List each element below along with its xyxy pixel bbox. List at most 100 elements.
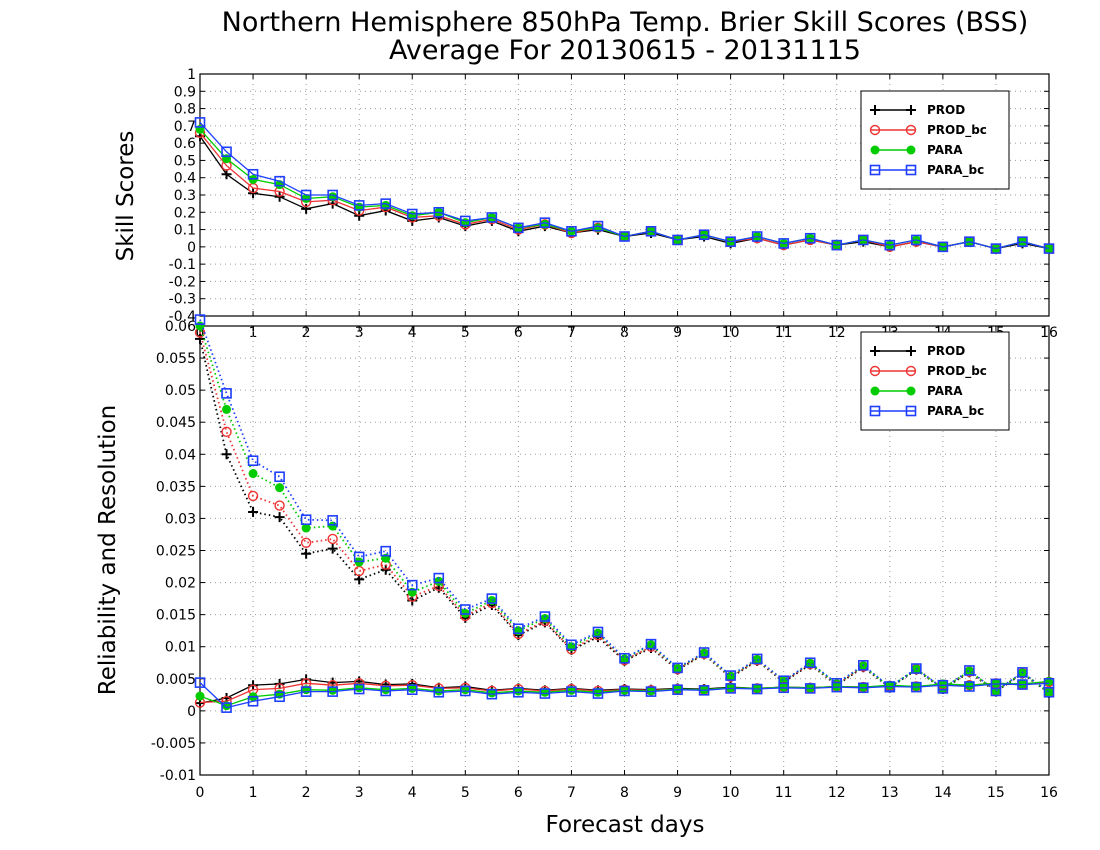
data-point: [1043, 243, 1055, 254]
data-point: [751, 653, 763, 665]
y-tick-label: 0.3: [174, 188, 196, 204]
data-point: [381, 685, 391, 695]
data-point: [354, 683, 364, 693]
data-point: [672, 234, 683, 246]
data-point: [1017, 679, 1028, 690]
data-point: [222, 404, 232, 414]
data-point: [434, 686, 444, 696]
data-point: [1017, 236, 1028, 247]
data-point: [831, 239, 843, 251]
y-tick-label: -0.3: [169, 292, 196, 308]
data-point: [194, 314, 206, 325]
data-point: [857, 234, 869, 246]
data-point: [275, 483, 285, 493]
data-point: [620, 685, 629, 695]
legend-marker: [906, 105, 916, 115]
data-point: [990, 678, 1002, 690]
y-tick-label: -0.2: [169, 274, 196, 290]
data-point: [460, 685, 471, 697]
data-point: [752, 655, 762, 665]
y-tick-label: 1: [187, 67, 196, 83]
data-point: [858, 682, 868, 692]
x-tick-label: 14: [934, 785, 952, 801]
data-point: [672, 684, 683, 695]
y-tick-label: 0.035: [156, 479, 196, 495]
data-point: [779, 682, 789, 692]
x-tick-label: 5: [461, 325, 470, 341]
data-point: [353, 683, 365, 695]
x-tick-label: 2: [302, 325, 311, 341]
data-point: [327, 533, 338, 545]
y-tick-label: -0.1: [169, 257, 196, 273]
data-point: [619, 231, 630, 242]
series-PARA_bc-reliability: [194, 677, 1055, 713]
reliability-resolution-axis-label: Reliability and Resolution: [95, 405, 121, 695]
data-point: [274, 512, 285, 523]
data-point: [645, 638, 657, 650]
legend-label: PROD_bc: [927, 364, 987, 379]
series-PARA_bc: [194, 117, 1055, 254]
data-point: [645, 226, 657, 237]
legend-marker: [905, 405, 917, 417]
data-point: [804, 657, 816, 669]
x-tick-label: 11: [775, 785, 793, 801]
data-point: [247, 490, 259, 502]
data-point: [301, 523, 311, 533]
data-point: [433, 686, 445, 698]
data-point: [460, 215, 471, 227]
y-tick-label: 0.03: [165, 511, 196, 527]
data-point: [673, 684, 683, 694]
data-point: [328, 521, 338, 531]
x-tick-label: 16: [1040, 785, 1058, 801]
data-point: [327, 515, 338, 526]
legend-marker: [870, 386, 880, 396]
data-point: [221, 146, 232, 158]
chart-title-line2: Average For 20130615 - 20131115: [389, 35, 861, 66]
data-point: [221, 388, 232, 399]
x-tick-label: 9: [673, 325, 682, 341]
y-tick-label: 0.7: [174, 119, 196, 135]
data-point: [486, 688, 498, 700]
data-point: [221, 426, 232, 438]
y-tick-label: 0.9: [174, 84, 196, 100]
y-tick-label: 0.02: [165, 576, 196, 592]
y-tick-label: 0.01: [165, 640, 196, 656]
data-point: [592, 688, 604, 699]
data-point: [592, 626, 604, 638]
y-tick-label: 0: [187, 240, 196, 256]
legend-marker: [869, 164, 881, 176]
data-point: [460, 685, 470, 695]
y-tick-label: 0.06: [165, 319, 196, 335]
data-point: [804, 232, 816, 244]
legend-label: PARA: [927, 143, 963, 157]
data-point: [513, 686, 523, 696]
skill-scores-axis-label: Skill Scores: [113, 131, 139, 262]
x-tick-label: 12: [828, 785, 846, 801]
data-point: [539, 217, 551, 228]
data-point: [327, 543, 338, 554]
data-point: [911, 663, 922, 674]
y-tick-label: -0.005: [151, 736, 196, 752]
x-tick-label: 11: [775, 325, 793, 341]
data-point: [486, 593, 498, 604]
x-tick-label: 15: [987, 785, 1005, 801]
data-point: [195, 333, 205, 344]
data-point: [328, 685, 338, 695]
data-point: [1017, 667, 1028, 678]
data-point: [301, 548, 312, 559]
data-point: [247, 168, 259, 180]
data-point: [884, 239, 896, 251]
data-point: [857, 660, 869, 671]
legend-marker: [905, 164, 917, 176]
data-point: [540, 687, 550, 697]
data-point: [805, 658, 815, 668]
y-tick-label: 0.6: [174, 136, 196, 152]
data-point: [857, 682, 869, 694]
data-point: [964, 236, 975, 247]
data-point: [380, 198, 392, 209]
y-tick-label: 0: [187, 704, 196, 720]
y-tick-label: 0.5: [174, 153, 196, 169]
data-point: [301, 193, 311, 203]
series-line: [199, 121, 1050, 250]
